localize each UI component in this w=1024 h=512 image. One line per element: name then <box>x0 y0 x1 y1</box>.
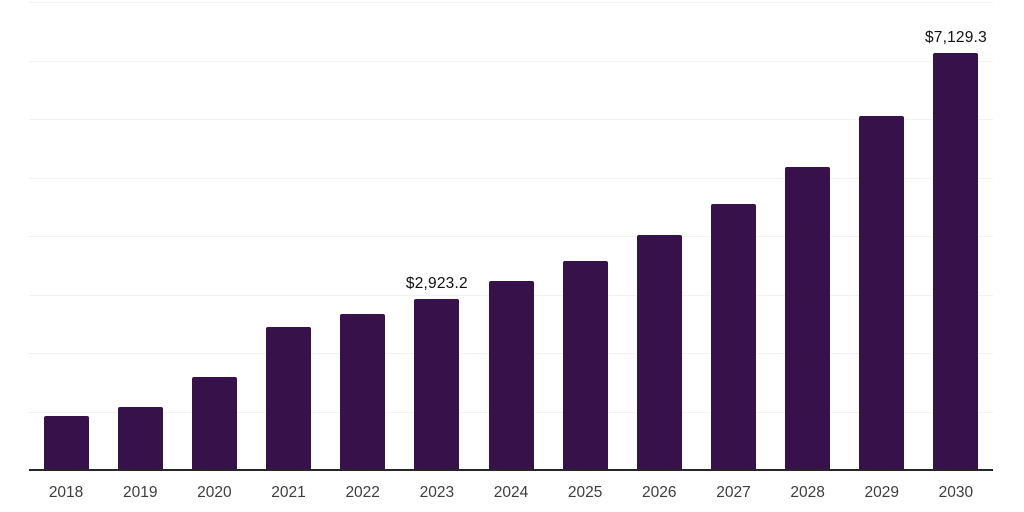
bar-2026 <box>636 235 682 470</box>
x-axis-tick-label: 2024 <box>493 484 529 501</box>
x-axis-tick-label: 2023 <box>419 484 455 501</box>
x-axis-tick-label: 2019 <box>122 484 158 501</box>
bar-2028 <box>785 166 831 470</box>
x-axis-tick-label: 2018 <box>48 484 84 501</box>
bar-2021 <box>266 326 312 470</box>
x-axis-tick-label: 2027 <box>716 484 751 501</box>
gridline <box>29 2 993 3</box>
bar-2020 <box>191 376 237 470</box>
x-axis-line <box>29 469 993 471</box>
x-axis-tick-label: 2025 <box>567 484 603 501</box>
bar-2019 <box>117 406 163 470</box>
bar-2030 <box>933 52 979 470</box>
x-axis-tick-label: 2029 <box>864 484 899 501</box>
gridline <box>29 177 993 179</box>
gridline <box>29 119 993 120</box>
x-axis-tick-label: 2026 <box>642 484 677 501</box>
bar-value-label: $7,129.3 <box>924 28 987 46</box>
bar-2029 <box>859 116 905 470</box>
gridline <box>29 236 993 237</box>
bar-2022 <box>340 314 386 470</box>
x-axis-tick-label: 2028 <box>790 484 825 501</box>
bar-2025 <box>562 260 608 470</box>
x-axis-tick-label: 2020 <box>197 484 232 501</box>
bar-2027 <box>710 204 756 470</box>
gridline <box>29 60 993 62</box>
x-axis-tick-label: 2030 <box>938 484 974 501</box>
bar-2024 <box>488 281 534 470</box>
x-axis-tick-label: 2021 <box>271 484 306 501</box>
x-axis-tick-label: 2022 <box>345 484 380 501</box>
bar-value-label: $2,923.2 <box>405 274 468 292</box>
bar-2018 <box>43 416 89 470</box>
plot-area: $2,923.2 $7,129.3 <box>29 0 993 471</box>
bar-2023 <box>414 298 460 470</box>
